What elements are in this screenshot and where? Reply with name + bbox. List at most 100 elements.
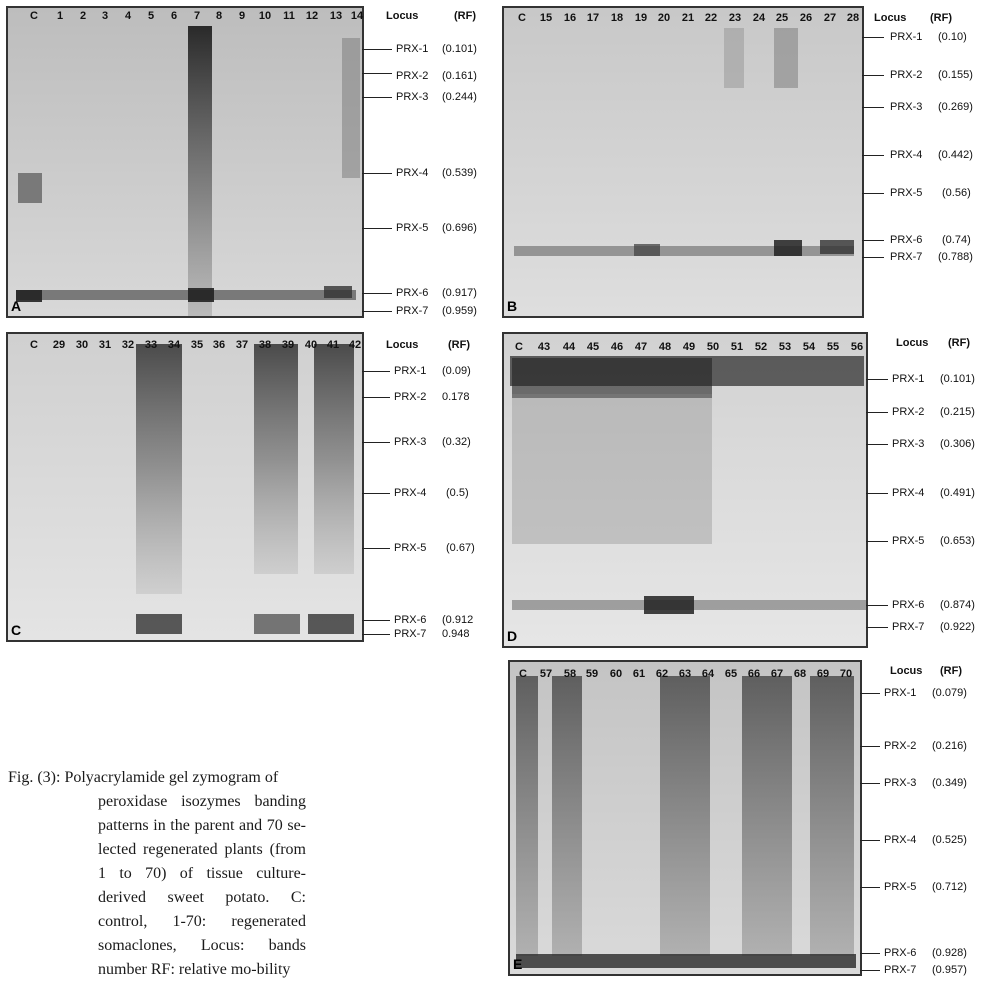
gel-image-b [504,8,862,316]
locus-rf: (0.874) [940,599,975,611]
locus-rf: (0.101) [940,373,975,385]
locus-rf: (0.491) [940,487,975,499]
locus-rf: (0.525) [932,834,967,846]
locus-rf: (0.67) [446,542,475,554]
locus-tick [362,97,392,98]
lane-label: C [518,12,526,24]
locus-tick [362,228,392,229]
gel-panel-c: C [6,332,364,642]
locus-label: PRX-2 [394,391,427,403]
locus-rf: 0.948 [442,628,470,640]
lane-label: 54 [802,341,816,353]
locus-tick [866,605,888,606]
lane-label: 18 [610,12,624,24]
locus-label: PRX-4 [892,487,925,499]
locus-label: PRX-5 [892,535,925,547]
locus-rf: (0.442) [938,149,973,161]
lane-label: 48 [658,341,672,353]
locus-rf: (0.079) [932,687,967,699]
locus-rf: (0.56) [942,187,971,199]
locus-label: PRX-3 [396,91,429,103]
lane-label: 61 [632,668,646,680]
lane-label: 4 [124,10,132,22]
locus-label: PRX-2 [884,740,917,752]
locus-tick [860,693,880,694]
lane-label: 11 [283,10,295,22]
locus-label: PRX-4 [394,487,427,499]
panel-letter: E [513,956,523,972]
locus-label: PRX-4 [884,834,917,846]
lane-label: 25 [775,12,789,24]
lane-label: 40 [304,339,318,351]
locus-tick [362,371,390,372]
panel-letter: B [507,298,518,314]
locus-label: PRX-3 [890,101,923,113]
locus-tick [862,257,884,258]
lane-label: 22 [704,12,718,24]
locus-tick [362,493,390,494]
locus-rf: (0.155) [938,69,973,81]
locus-header: Locus [874,12,907,24]
locus-tick [860,783,880,784]
lane-label: 38 [258,339,272,351]
rf-header: (RF) [940,665,962,677]
locus-rf: (0.696) [442,222,477,234]
caption-lead: Fig. (3): Polyacrylamide gel zymogram of [8,769,279,786]
lane-label: 23 [728,12,742,24]
lane-label: 28 [846,12,860,24]
lane-label: 66 [747,668,761,680]
lane-label: 14 [350,10,364,22]
locus-tick [362,442,390,443]
locus-tick [866,412,888,413]
lane-label: 44 [562,341,576,353]
locus-label: PRX-1 [890,31,923,43]
lane-label: 27 [823,12,837,24]
locus-rf: (0.917) [442,287,477,299]
locus-rf: (0.32) [442,436,471,448]
gel-panel-b: B [502,6,864,318]
locus-label: PRX-3 [884,777,917,789]
locus-label: PRX-2 [892,406,925,418]
locus-rf: (0.912 [442,614,474,626]
locus-rf: (0.788) [938,251,973,263]
locus-label: PRX-3 [892,438,925,450]
lane-label: 20 [657,12,671,24]
lane-label: 59 [585,668,599,680]
lane-label: 68 [793,668,807,680]
gel-image-a [8,8,362,316]
lane-label: 52 [754,341,768,353]
locus-header: Locus [386,339,419,351]
gel-panel-d: D [502,332,868,648]
locus-label: PRX-7 [892,621,925,633]
locus-label: PRX-5 [396,222,429,234]
locus-tick [866,379,888,380]
locus-tick [862,37,884,38]
lane-label: 26 [799,12,813,24]
gel-image-e [510,662,860,974]
locus-rf: (0.215) [940,406,975,418]
locus-label: PRX-7 [890,251,923,263]
locus-rf: (0.10) [938,31,967,43]
locus-label: PRX-7 [884,964,917,976]
lane-label: 62 [655,668,669,680]
locus-tick [362,49,392,50]
locus-rf: (0.161) [442,70,477,82]
locus-rf: (0.712) [932,881,967,893]
locus-tick [362,620,390,621]
locus-label: PRX-6 [884,947,917,959]
locus-rf: (0.269) [938,101,973,113]
lane-label: 56 [850,341,864,353]
locus-tick [862,107,884,108]
lane-label: 9 [238,10,246,22]
locus-tick [860,746,880,747]
lane-label: 46 [610,341,624,353]
locus-tick [362,173,392,174]
lane-label: 41 [326,339,340,351]
lane-label: 53 [778,341,792,353]
locus-tick [862,155,884,156]
lane-label: 64 [701,668,715,680]
locus-tick [362,73,392,74]
lane-label: 33 [144,339,158,351]
locus-tick [362,311,392,312]
locus-tick [362,397,390,398]
